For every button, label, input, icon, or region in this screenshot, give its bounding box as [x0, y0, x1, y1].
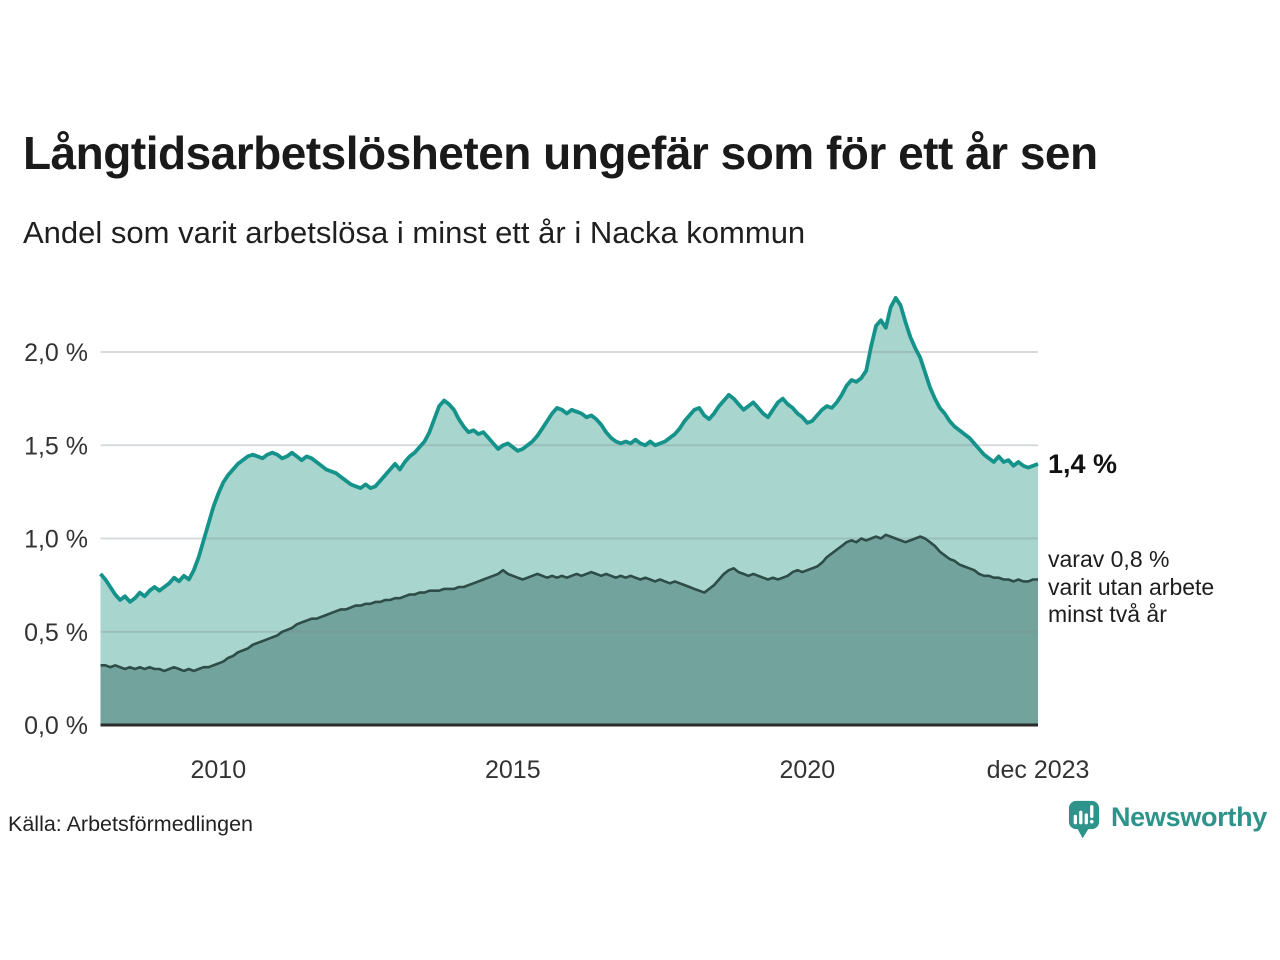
x-tick-label: 2010	[190, 756, 246, 784]
subseries-note-line1: varav 0,8 %	[1048, 546, 1170, 572]
subseries-note: varav 0,8 % varit utan arbete minst två …	[1048, 546, 1214, 629]
latest-value-label: 1,4 %	[1048, 449, 1118, 479]
series-area-two-years	[100, 534, 1038, 725]
chart-areas	[100, 297, 1038, 725]
page-subtitle: Andel som varit arbetslösa i minst ett å…	[23, 215, 806, 250]
subseries-note-line3: minst två år	[1048, 601, 1167, 627]
subseries-note-line2: varit utan arbete	[1048, 573, 1215, 600]
x-tick-label: dec 2023	[987, 756, 1090, 784]
page-title: Långtidsarbetslösheten ungefär som för e…	[23, 127, 1098, 179]
newsworthy-brand: Newsworthy	[1066, 799, 1267, 841]
x-tick-label: 2015	[485, 756, 541, 784]
newsworthy-logo-icon	[1068, 800, 1100, 839]
x-tick-label: 2020	[779, 756, 835, 784]
y-tick-label: 0,5 %	[24, 619, 88, 647]
source-credit: Källa: Arbetsförmedlingen	[8, 812, 254, 836]
newsworthy-wordmark: Newsworthy	[1110, 802, 1267, 832]
y-tick-label: 1,0 %	[24, 526, 88, 554]
series-line-one-year	[99, 296, 1039, 604]
y-tick-label: 2,0 %	[24, 339, 88, 367]
y-axis-tick-labels: 0,0 % 0,5 % 1,0 % 1,5 % 2,0 %	[24, 339, 88, 740]
y-tick-label: 1,5 %	[24, 432, 88, 460]
series-line-two-years	[100, 533, 1038, 673]
x-axis-tick-labels: 2010 2015 2020 dec 2023	[190, 756, 1089, 784]
y-tick-label: 0,0 %	[24, 712, 88, 740]
